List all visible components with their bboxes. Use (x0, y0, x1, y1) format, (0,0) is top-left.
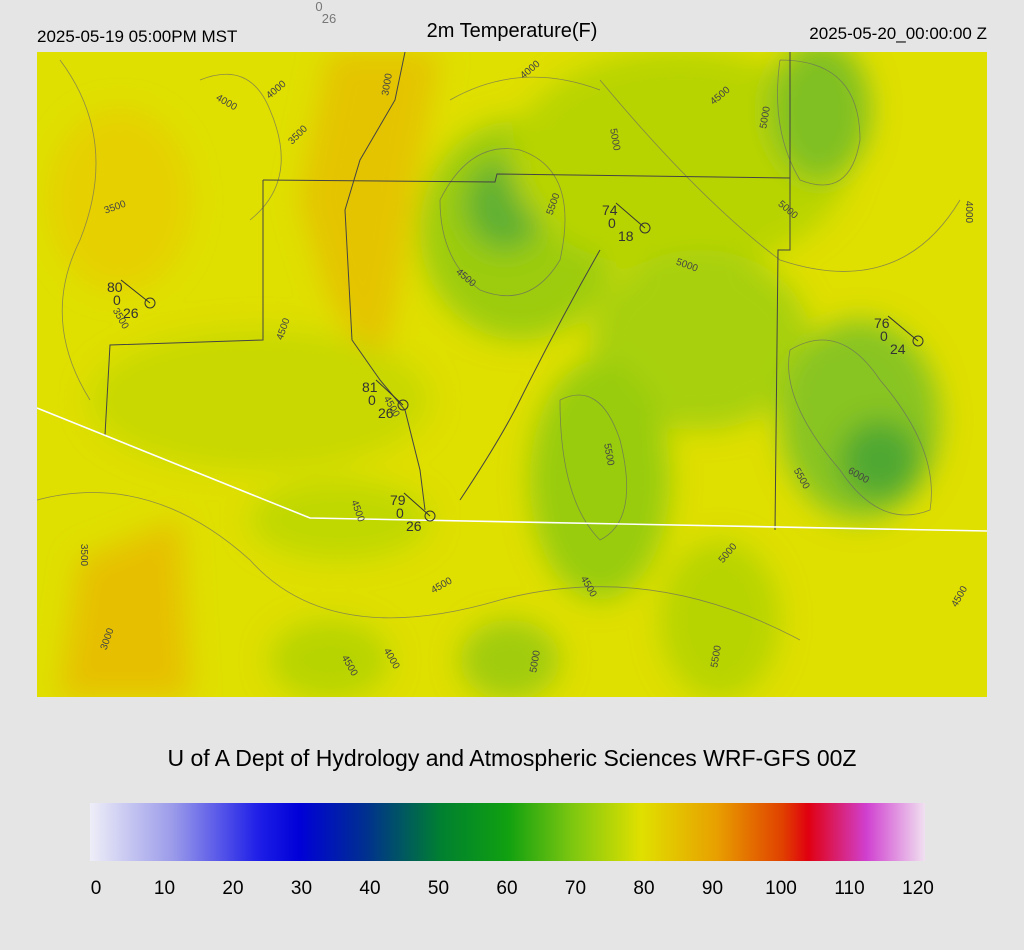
color-bar (90, 803, 925, 861)
contour-label: 3500 (78, 544, 89, 567)
contour-label: 5500 (601, 443, 616, 467)
station-circle (639, 222, 651, 234)
station-mid: 0 (396, 505, 404, 521)
color-bar-tick-label: 100 (765, 878, 797, 899)
station-temp: 80 (107, 279, 123, 295)
color-bar-tick-label: 110 (834, 878, 864, 899)
valid-utc: 2025-05-20_00:00:00 Z (809, 24, 987, 43)
color-bar-tick-label: 80 (633, 878, 654, 899)
color-bar-ticks: 0 10 20 30 40 50 60 70 80 90 100 110 120 (91, 878, 934, 899)
station-dew: 26 (406, 518, 422, 534)
wind-barb (120, 279, 151, 304)
color-bar-tick-label: 10 (154, 878, 175, 899)
top-station-mid: 0 (315, 0, 322, 14)
color-bar-tick-label: 50 (428, 878, 449, 899)
contour-label: 3000 (380, 72, 395, 96)
station-dew: 26 (123, 305, 139, 321)
station-temp: 79 (390, 492, 406, 508)
contour-label: 4000 (963, 201, 974, 224)
station-temp: 74 (602, 202, 618, 218)
credit: U of A Dept of Hydrology and Atmospheric… (167, 745, 856, 771)
contour-label: 5000 (758, 105, 773, 129)
station-dew: 26 (378, 405, 394, 421)
station-temp: 76 (874, 315, 890, 331)
color-bar-tick-label: 120 (902, 878, 934, 899)
color-bar-tick-label: 0 (91, 878, 102, 899)
contour-label: 5000 (528, 649, 543, 673)
contour-label: 5000 (607, 128, 622, 152)
color-bar-tick-label: 40 (359, 878, 380, 899)
station-temp: 81 (362, 379, 378, 395)
wind-barb (615, 202, 646, 229)
wind-barb (887, 315, 919, 342)
wind-barb (375, 379, 404, 406)
color-bar-tick-label: 30 (291, 878, 312, 899)
color-bar-tick-label: 90 (702, 878, 723, 899)
station-circle (397, 399, 409, 411)
station-circle (144, 297, 156, 309)
station-mid: 0 (113, 292, 121, 308)
title: 2m Temperature(F) (427, 20, 598, 42)
top-station-dew: 26 (322, 11, 336, 26)
station-mid: 0 (608, 215, 616, 231)
station-dew: 18 (618, 228, 634, 244)
map (37, 52, 987, 697)
color-bar-tick-label: 60 (496, 878, 517, 899)
color-bar-tick-label: 20 (222, 878, 243, 899)
contour-label: 5500 (709, 644, 724, 668)
station-dew: 24 (890, 341, 906, 357)
station-mid: 0 (368, 392, 376, 408)
station-circle (424, 510, 436, 522)
station-circle (912, 335, 924, 347)
wind-barb (403, 492, 431, 517)
color-bar-tick-label: 70 (565, 878, 586, 899)
station-mid: 0 (880, 328, 888, 344)
valid-local: 2025-05-19 05:00PM MST (37, 27, 237, 46)
